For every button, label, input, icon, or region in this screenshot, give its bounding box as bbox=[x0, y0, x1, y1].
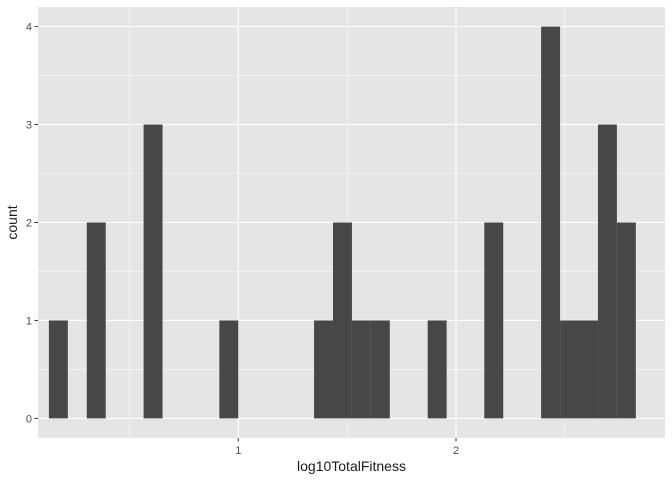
x-axis-title: log10TotalFitness bbox=[297, 458, 406, 474]
histogram-bars bbox=[48, 26, 636, 419]
histogram-bar bbox=[427, 320, 447, 419]
y-tick-label: 3 bbox=[26, 120, 32, 132]
histogram-bar bbox=[597, 124, 617, 419]
histogram-bar bbox=[332, 222, 352, 419]
y-tick-label: 1 bbox=[26, 315, 32, 327]
histogram-bar bbox=[143, 124, 163, 419]
histogram-bar bbox=[86, 222, 106, 419]
y-tick-label: 2 bbox=[26, 218, 32, 230]
histogram-bar bbox=[219, 320, 239, 419]
histogram-bar bbox=[370, 320, 390, 419]
histogram-bar bbox=[484, 222, 504, 419]
y-tick-label: 0 bbox=[26, 413, 32, 425]
y-axis-title: count bbox=[4, 205, 20, 239]
histogram-bar bbox=[541, 26, 561, 419]
y-axis-ticks: 0 1 2 3 4 bbox=[26, 22, 38, 425]
histogram-bar bbox=[48, 320, 68, 419]
y-tick-label: 4 bbox=[26, 22, 32, 34]
histogram-bar bbox=[616, 222, 636, 419]
x-tick-label: 2 bbox=[453, 445, 459, 457]
histogram-bar bbox=[351, 320, 371, 419]
histogram-bar bbox=[579, 320, 598, 419]
histogram-bar bbox=[560, 320, 580, 419]
histogram-bar bbox=[314, 320, 333, 419]
x-tick-label: 1 bbox=[235, 445, 241, 457]
